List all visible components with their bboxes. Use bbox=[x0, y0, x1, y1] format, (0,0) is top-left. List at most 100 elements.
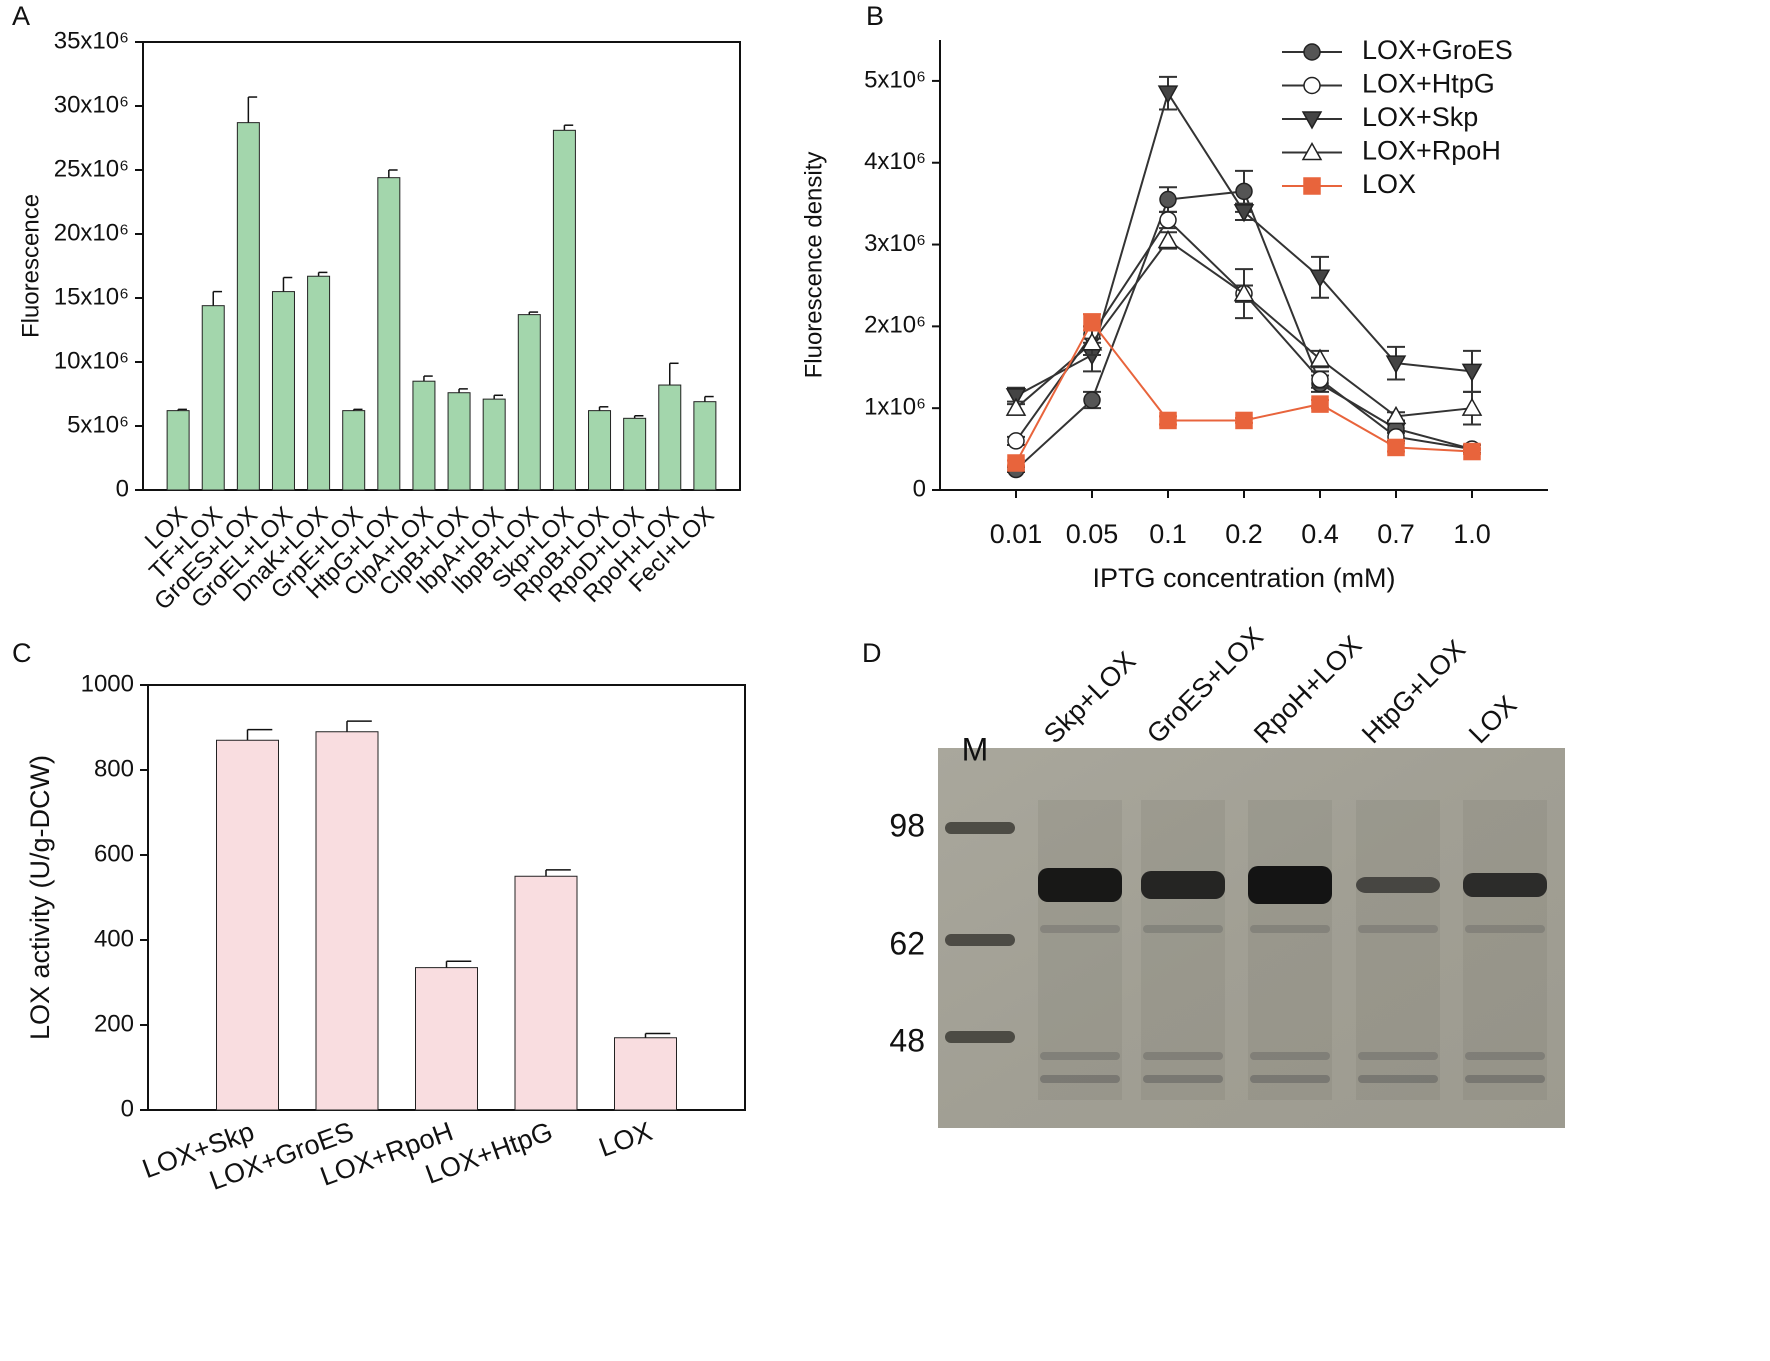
marker bbox=[1461, 363, 1483, 382]
marker bbox=[1083, 313, 1101, 332]
marker bbox=[1157, 229, 1179, 249]
legend-label: LOX+Skp bbox=[1362, 102, 1478, 132]
marker-lane-label: M bbox=[962, 731, 989, 767]
panel-label: D bbox=[862, 638, 882, 668]
x-tick-label: 0.05 bbox=[1066, 519, 1119, 549]
faint-band bbox=[1465, 1075, 1545, 1083]
legend-label: LOX+GroES bbox=[1362, 35, 1513, 65]
bar bbox=[693, 401, 717, 491]
y-tick-label: 5x10⁶ bbox=[864, 66, 926, 93]
legend-marker bbox=[1303, 177, 1321, 195]
main-band bbox=[1463, 873, 1547, 897]
marker bbox=[1311, 395, 1329, 413]
panel: A 0 5x10⁶ 10x10⁶ 15x10⁶ 20x10⁶ 25x10⁶ 30x10⁶ 35x… bbox=[12, 1, 741, 616]
y-tick-label: 0 bbox=[913, 475, 926, 502]
bar bbox=[552, 129, 576, 491]
marker bbox=[1309, 348, 1331, 367]
faint-band bbox=[1250, 925, 1330, 933]
marker bbox=[1005, 388, 1027, 407]
marker bbox=[1081, 332, 1103, 351]
marker bbox=[1311, 370, 1329, 389]
x-tick-label: 0.7 bbox=[1377, 519, 1415, 549]
lane-smear bbox=[1356, 800, 1440, 1100]
bar bbox=[412, 380, 436, 491]
faint-band bbox=[1358, 925, 1438, 933]
faint-band bbox=[1250, 1052, 1330, 1060]
marker bbox=[1007, 432, 1025, 450]
lane-smear bbox=[1038, 800, 1122, 1100]
y-tick-label: 1x10⁶ bbox=[864, 394, 926, 421]
bar bbox=[658, 384, 682, 491]
bar bbox=[514, 875, 578, 1111]
y-tick-label: 10x10⁶ bbox=[54, 347, 129, 374]
y-tick-label: 25x10⁶ bbox=[54, 155, 129, 182]
panel-label: C bbox=[12, 638, 32, 668]
y-tick-label: 400 bbox=[94, 925, 134, 952]
panel: B 0 1x10⁶ 2x10⁶ 3x10⁶ 4x10⁶ 5x10⁶ Fluorescence … bbox=[800, 1, 1548, 593]
faint-band bbox=[1250, 1075, 1330, 1083]
main-band bbox=[1248, 866, 1332, 904]
marker bbox=[1007, 454, 1025, 472]
legend-marker bbox=[1301, 111, 1323, 130]
main-band bbox=[1356, 877, 1440, 893]
marker bbox=[1005, 397, 1027, 416]
marker-size-label: 98 bbox=[889, 807, 925, 843]
marker bbox=[1461, 397, 1483, 416]
y-tick-label: 0 bbox=[121, 1095, 134, 1122]
marker-size-label: 62 bbox=[889, 925, 925, 961]
y-axis-label: Fluorescence density bbox=[800, 152, 827, 379]
bar bbox=[447, 392, 471, 491]
faint-band bbox=[1143, 925, 1223, 933]
marker-size-label: 48 bbox=[889, 1022, 925, 1058]
marker bbox=[1157, 85, 1179, 104]
marker bbox=[1233, 283, 1255, 302]
marker-band bbox=[945, 934, 1015, 946]
marker bbox=[1387, 438, 1405, 457]
bar bbox=[614, 1037, 677, 1111]
legend-marker bbox=[1301, 141, 1323, 161]
faint-band bbox=[1358, 1052, 1438, 1060]
bar bbox=[166, 410, 190, 491]
lane-label: LOX bbox=[1463, 690, 1522, 749]
lane-smear bbox=[1248, 800, 1332, 1100]
x-tick-label: LOX bbox=[595, 1116, 656, 1163]
legend-label: LOX+RpoH bbox=[1362, 136, 1501, 166]
bar bbox=[517, 314, 541, 491]
marker bbox=[1385, 405, 1407, 425]
marker bbox=[1309, 269, 1331, 288]
marker bbox=[1159, 411, 1177, 430]
bar bbox=[271, 291, 295, 491]
bar bbox=[307, 275, 331, 491]
y-tick-label: 4x10⁶ bbox=[864, 148, 926, 175]
y-tick-label: 3x10⁶ bbox=[864, 230, 926, 257]
legend-marker bbox=[1303, 43, 1321, 61]
marker bbox=[1463, 442, 1481, 461]
y-tick-label: 35x10⁶ bbox=[54, 27, 129, 54]
x-tick-label: 0.01 bbox=[990, 519, 1043, 549]
y-tick-label: 30x10⁶ bbox=[54, 91, 129, 118]
y-tick-label: 15x10⁶ bbox=[54, 283, 129, 310]
marker bbox=[1385, 355, 1407, 374]
marker bbox=[1083, 391, 1101, 409]
plot-frame bbox=[142, 41, 741, 491]
legend-marker bbox=[1303, 76, 1321, 95]
faint-band bbox=[1143, 1075, 1223, 1083]
faint-band bbox=[1040, 1052, 1120, 1060]
lane-smear bbox=[1141, 800, 1225, 1100]
lane-label: Skp+LOX bbox=[1038, 646, 1141, 749]
faint-band bbox=[1358, 1075, 1438, 1083]
panel-label: B bbox=[866, 1, 884, 31]
x-tick-label: 1.0 bbox=[1453, 519, 1491, 549]
x-axis-label: IPTG concentration (mM) bbox=[1092, 563, 1395, 593]
faint-band bbox=[1040, 925, 1120, 933]
bar bbox=[623, 417, 647, 491]
x-tick-label: 0.2 bbox=[1225, 519, 1263, 549]
marker bbox=[1159, 190, 1177, 209]
bar bbox=[315, 731, 379, 1111]
gel-image bbox=[938, 748, 1565, 1128]
bar bbox=[342, 410, 366, 491]
marker bbox=[1235, 182, 1253, 201]
faint-band bbox=[1465, 1052, 1545, 1060]
